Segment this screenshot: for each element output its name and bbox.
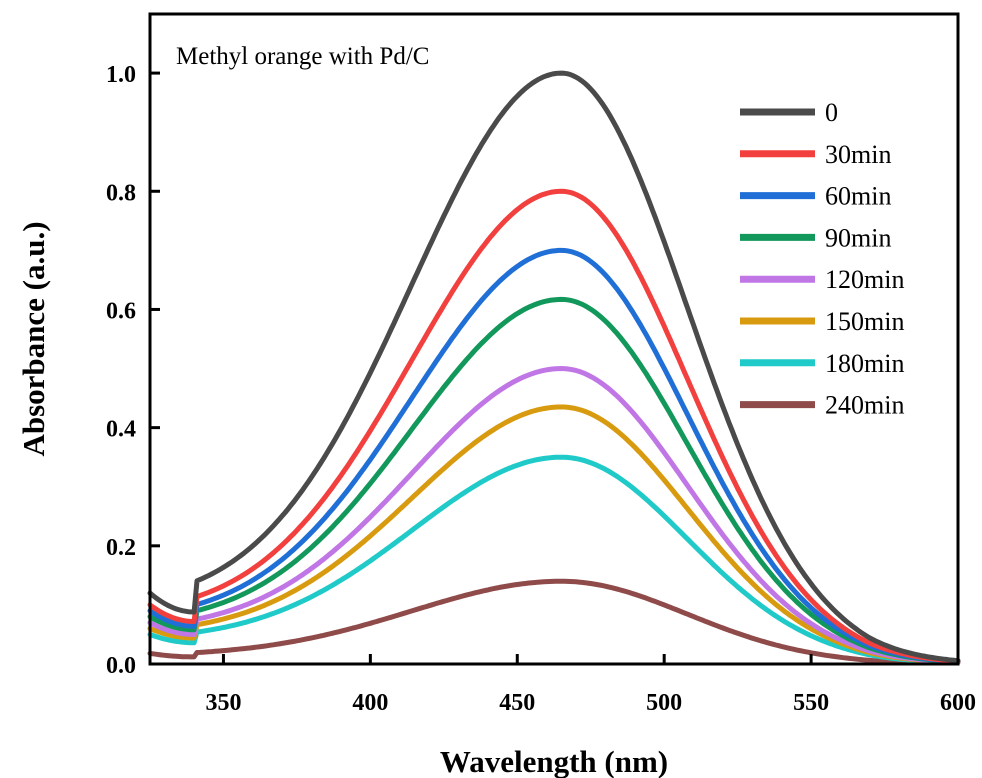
series-line-4 xyxy=(147,366,961,665)
x-tick-label: 350 xyxy=(205,690,241,716)
x-tick-label: 450 xyxy=(499,690,535,716)
series-line-6 xyxy=(147,454,961,665)
x-axis-ticks: 350 400 450 500 550 600 xyxy=(205,654,976,716)
legend-label: 180min xyxy=(825,349,904,378)
x-axis-title: Wavelength (nm) xyxy=(440,744,668,778)
y-tick-label: 0.2 xyxy=(106,535,136,561)
series-line-3 xyxy=(147,296,961,665)
x-tick-label: 400 xyxy=(352,690,388,716)
y-tick-label: 0.6 xyxy=(106,298,136,324)
x-tick-label: 500 xyxy=(646,690,682,716)
y-tick-label: 1.0 xyxy=(106,62,136,88)
y-axis-title: Absorbance (a.u.) xyxy=(16,221,51,456)
legend-label: 60min xyxy=(825,182,891,211)
legend-label: 150min xyxy=(825,307,904,336)
legend-label: 120min xyxy=(825,265,904,294)
x-tick-label: 550 xyxy=(793,690,829,716)
legend-label: 90min xyxy=(825,223,891,252)
plot-area: 350 400 450 500 550 600 0.0 0.2 0.4 0.6 0.8 1.0 xyxy=(106,12,976,716)
y-tick-label: 0.8 xyxy=(106,180,136,206)
legend-label: 30min xyxy=(825,140,891,169)
series-line-2 xyxy=(147,247,961,665)
series-line-7 xyxy=(147,578,961,665)
series-curves xyxy=(147,70,961,665)
series-line-5 xyxy=(147,404,961,665)
series-line-0 xyxy=(147,70,961,664)
plot-frame xyxy=(148,12,960,666)
chart-title: Methyl orange with Pd/C xyxy=(176,43,429,70)
legend-label: 240min xyxy=(825,391,904,420)
series-line-1 xyxy=(147,188,961,664)
x-tick-label: 600 xyxy=(940,690,976,716)
legend: 0 30min 60min 90min 120min 150min 180min 240min xyxy=(740,98,904,420)
legend-label: 0 xyxy=(825,98,838,127)
y-tick-label: 0.4 xyxy=(106,417,136,443)
y-axis-ticks: 0.0 0.2 0.4 0.6 0.8 1.0 xyxy=(106,62,160,679)
y-tick-label: 0.0 xyxy=(106,653,136,679)
